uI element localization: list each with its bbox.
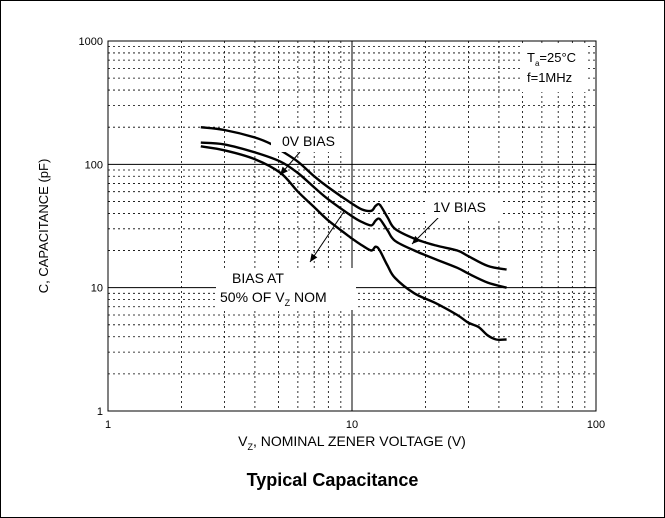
label-background bbox=[425, 196, 501, 218]
y-axis-label: C, CAPACITANCE (pF) bbox=[36, 159, 51, 294]
y-tick-label: 1000 bbox=[79, 36, 103, 48]
condition-frequency: f=1MHz bbox=[527, 70, 572, 85]
arrow-0v-bias-head bbox=[280, 166, 288, 175]
tick-labels: 1 10 100 1 10 100 1000 bbox=[79, 36, 606, 431]
series-1v-bias bbox=[200, 141, 507, 289]
x-tick-label: 100 bbox=[587, 419, 605, 431]
arrow-50pct-bias bbox=[309, 209, 346, 263]
condition-temperature: Ta=25°C bbox=[527, 50, 576, 68]
figure-caption: Typical Capacitance bbox=[246, 470, 419, 490]
x-tick-label: 1 bbox=[105, 419, 111, 431]
y-tick-label: 100 bbox=[85, 159, 103, 171]
annotation-0v-bias: 0V BIAS bbox=[282, 133, 335, 149]
x-tick-label: 10 bbox=[346, 419, 358, 431]
series-50pct-bias bbox=[200, 145, 507, 342]
label-background bbox=[520, 46, 588, 92]
annotation-arrows bbox=[279, 151, 441, 263]
label-background bbox=[271, 130, 351, 152]
y-tick-label: 10 bbox=[91, 283, 103, 295]
arrow-1v-bias-head bbox=[412, 235, 421, 244]
y-tick-label: 1 bbox=[97, 406, 103, 418]
minor-grid bbox=[108, 41, 596, 411]
plot-area bbox=[107, 40, 597, 412]
annotation-bias-at: BIAS AT bbox=[232, 270, 284, 286]
arrow-50pct-bias-head bbox=[310, 253, 318, 262]
annotation-50pct-vz-nom: 50% OF VZ NOM bbox=[220, 289, 327, 308]
annotation-1v-bias: 1V BIAS bbox=[433, 199, 486, 215]
label-background bbox=[216, 268, 356, 310]
x-axis-label: VZ, NOMINAL ZENER VOLTAGE (V) bbox=[238, 433, 466, 452]
